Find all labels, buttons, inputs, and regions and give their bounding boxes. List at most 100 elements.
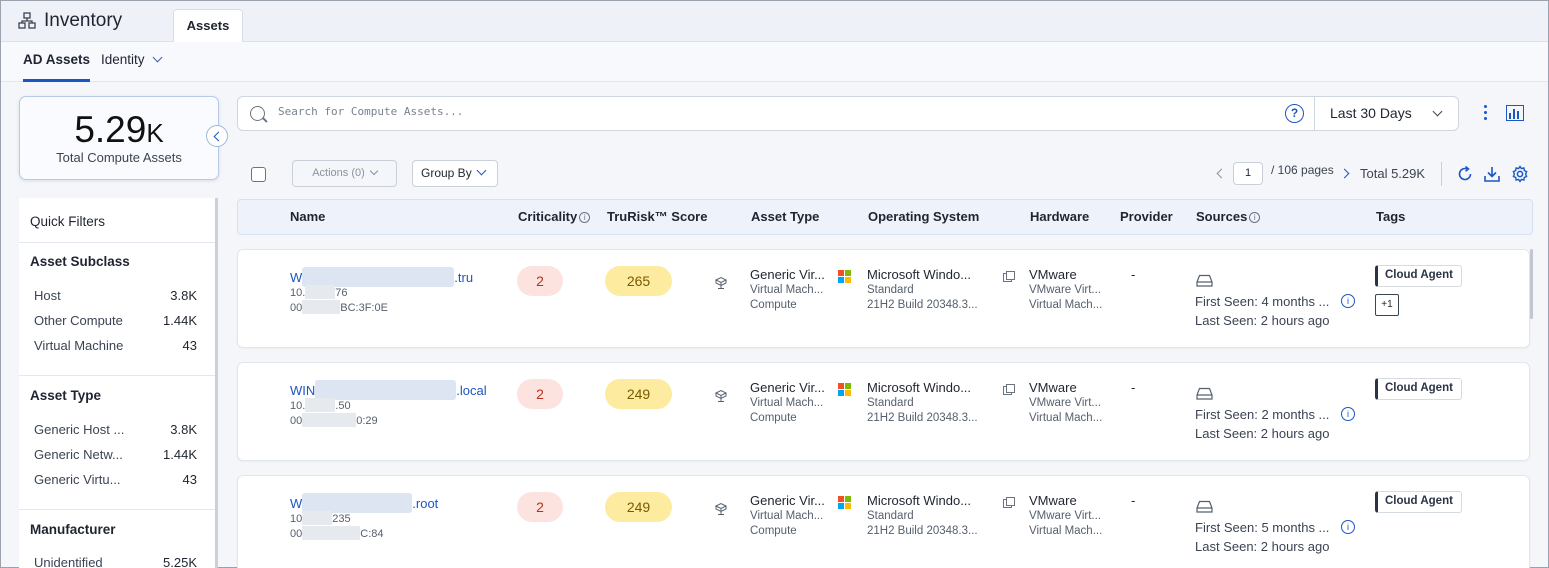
pages-count: / 106 pages xyxy=(1271,163,1334,177)
criticality-badge[interactable]: 2 xyxy=(517,266,563,296)
windows-logo-icon xyxy=(838,496,851,509)
provider: - xyxy=(1131,380,1136,395)
more-tags-button[interactable]: +1 xyxy=(1375,294,1399,316)
info-icon[interactable]: i xyxy=(1341,520,1355,534)
filter-heading-asset-type: Asset Type xyxy=(30,388,102,403)
column-provider[interactable]: Provider xyxy=(1120,209,1173,224)
column-operating-system[interactable]: Operating System xyxy=(868,209,980,224)
date-range-select[interactable]: Last 30 Days xyxy=(1314,97,1459,130)
trurisk-score-badge[interactable]: 249 xyxy=(605,379,672,409)
filter-count: 1.44K xyxy=(163,447,197,462)
hardware-type: Virtual Mach... xyxy=(1029,412,1103,424)
os-build: 21H2 Build 20348.3... xyxy=(867,299,978,311)
actions-button[interactable]: Actions (0) xyxy=(292,160,397,187)
asset-mac: 00 BC:3F:0E xyxy=(290,300,388,314)
tag-cloud-agent[interactable]: Cloud Agent xyxy=(1375,378,1462,400)
filter-item[interactable]: Generic Host ... 3.8K xyxy=(34,422,197,437)
next-page-icon[interactable] xyxy=(1339,168,1350,179)
table-row[interactable]: W .root 10 235 00 C:84 2 249 Generic Vir...… xyxy=(237,475,1530,568)
filter-heading-asset-subclass: Asset Subclass xyxy=(30,254,130,269)
filter-item[interactable]: Host 3.8K xyxy=(34,288,197,303)
divider xyxy=(1441,162,1442,186)
scrollbar-thumb[interactable] xyxy=(1530,249,1533,319)
os-build: 21H2 Build 20348.3... xyxy=(867,525,978,537)
filter-label: Generic Virtu... xyxy=(34,472,121,487)
last-seen: Last Seen: 2 hours ago xyxy=(1195,426,1330,441)
filter-count: 3.8K xyxy=(170,288,197,303)
os-edition: Standard xyxy=(867,510,914,522)
info-icon[interactable]: i xyxy=(1341,407,1355,421)
total-compute-assets-card[interactable]: 5.29K Total Compute Assets xyxy=(19,96,219,180)
hardware-vendor: VMware xyxy=(1029,267,1077,282)
table-row[interactable]: WIN .local 10. .50 00 0:29 2 249 Generic Vi… xyxy=(237,362,1530,461)
asset-type-icon xyxy=(714,502,728,515)
tab-assets[interactable]: Assets xyxy=(173,9,243,42)
redacted-text xyxy=(302,300,341,314)
refresh-icon[interactable] xyxy=(1456,165,1474,183)
chevron-down-icon xyxy=(476,165,487,176)
info-icon[interactable]: i xyxy=(1249,212,1261,223)
help-icon[interactable]: ? xyxy=(1285,104,1304,123)
filter-label: Host xyxy=(34,288,61,303)
info-icon[interactable]: i xyxy=(1341,294,1355,308)
table-row[interactable]: W .tru 10. 76 00 BC:3F:0E 2 265 Generic Vir… xyxy=(237,249,1530,348)
asset-name-link[interactable]: W .tru xyxy=(290,267,473,287)
criticality-badge[interactable]: 2 xyxy=(517,379,563,409)
criticality-badge[interactable]: 2 xyxy=(517,492,563,522)
tab-label: AD Assets xyxy=(23,52,91,67)
kebab-icon[interactable] xyxy=(1483,105,1489,123)
ip-prefix: 10 xyxy=(290,513,303,525)
first-seen: First Seen: 2 months ... xyxy=(1195,407,1330,422)
app-title: Inventory xyxy=(44,10,123,31)
collapse-sidebar-button[interactable] xyxy=(206,125,228,147)
asset-type-icon xyxy=(714,276,728,289)
total-assets: Total 5.29K xyxy=(1360,166,1426,181)
gear-icon[interactable] xyxy=(1511,165,1529,183)
chart-icon[interactable] xyxy=(1506,105,1524,121)
select-all-checkbox[interactable] xyxy=(251,167,266,182)
filter-item[interactable]: Generic Virtu... 43 xyxy=(34,472,197,487)
page-input[interactable]: 1 xyxy=(1233,162,1263,185)
search-input[interactable] xyxy=(278,105,1258,118)
column-hardware[interactable]: Hardware xyxy=(1030,209,1090,224)
trurisk-score-badge[interactable]: 249 xyxy=(605,492,672,522)
info-icon[interactable]: i xyxy=(579,212,591,223)
column-criticality[interactable]: Criticality i xyxy=(518,209,591,224)
tag-cloud-agent[interactable]: Cloud Agent xyxy=(1375,265,1462,287)
tab-ad-assets[interactable]: AD Assets xyxy=(23,52,91,82)
search-bar: ? Last 30 Days xyxy=(237,96,1459,131)
column-asset-type[interactable]: Asset Type xyxy=(751,209,820,224)
asset-name-suffix: .root xyxy=(412,496,439,511)
tab-label: Identity xyxy=(101,52,145,67)
filter-count: 3.8K xyxy=(170,422,197,437)
filter-item[interactable]: Generic Netw... 1.44K xyxy=(34,447,197,462)
asset-subclass: Virtual Mach... xyxy=(750,397,824,409)
search-icon xyxy=(250,106,265,121)
hardware-type: Virtual Mach... xyxy=(1029,299,1103,311)
first-seen: First Seen: 4 months ... xyxy=(1195,294,1330,309)
asset-name-link[interactable]: WIN .local xyxy=(290,380,487,400)
hardware-icon xyxy=(1003,497,1015,508)
asset-mac: 00 C:84 xyxy=(290,526,384,540)
asset-ip: 10. .50 xyxy=(290,398,351,412)
trurisk-score-badge[interactable]: 265 xyxy=(605,266,672,296)
filter-item[interactable]: Unidentified 5.25K xyxy=(34,555,197,568)
column-tags[interactable]: Tags xyxy=(1376,209,1406,224)
column-trurisk-score[interactable]: TruRisk™ Score xyxy=(607,209,708,224)
chevron-down-icon xyxy=(369,166,379,176)
redacted-text xyxy=(302,526,361,540)
mac-prefix: 00 xyxy=(290,302,303,314)
redacted-text xyxy=(302,413,357,427)
asset-type: Generic Vir... xyxy=(750,493,825,508)
download-icon[interactable] xyxy=(1483,165,1501,183)
asset-name-link[interactable]: W .root xyxy=(290,493,438,513)
filter-item[interactable]: Other Compute 1.44K xyxy=(34,313,197,328)
prev-page-icon[interactable] xyxy=(1216,168,1227,179)
tag-cloud-agent[interactable]: Cloud Agent xyxy=(1375,491,1462,513)
hardware-icon xyxy=(1003,384,1015,395)
column-name[interactable]: Name xyxy=(290,209,326,224)
tab-identity[interactable]: Identity xyxy=(101,52,162,67)
column-sources[interactable]: Sources i xyxy=(1196,209,1261,224)
group-by-button[interactable]: Group By xyxy=(412,160,498,187)
filter-item[interactable]: Virtual Machine 43 xyxy=(34,338,197,353)
